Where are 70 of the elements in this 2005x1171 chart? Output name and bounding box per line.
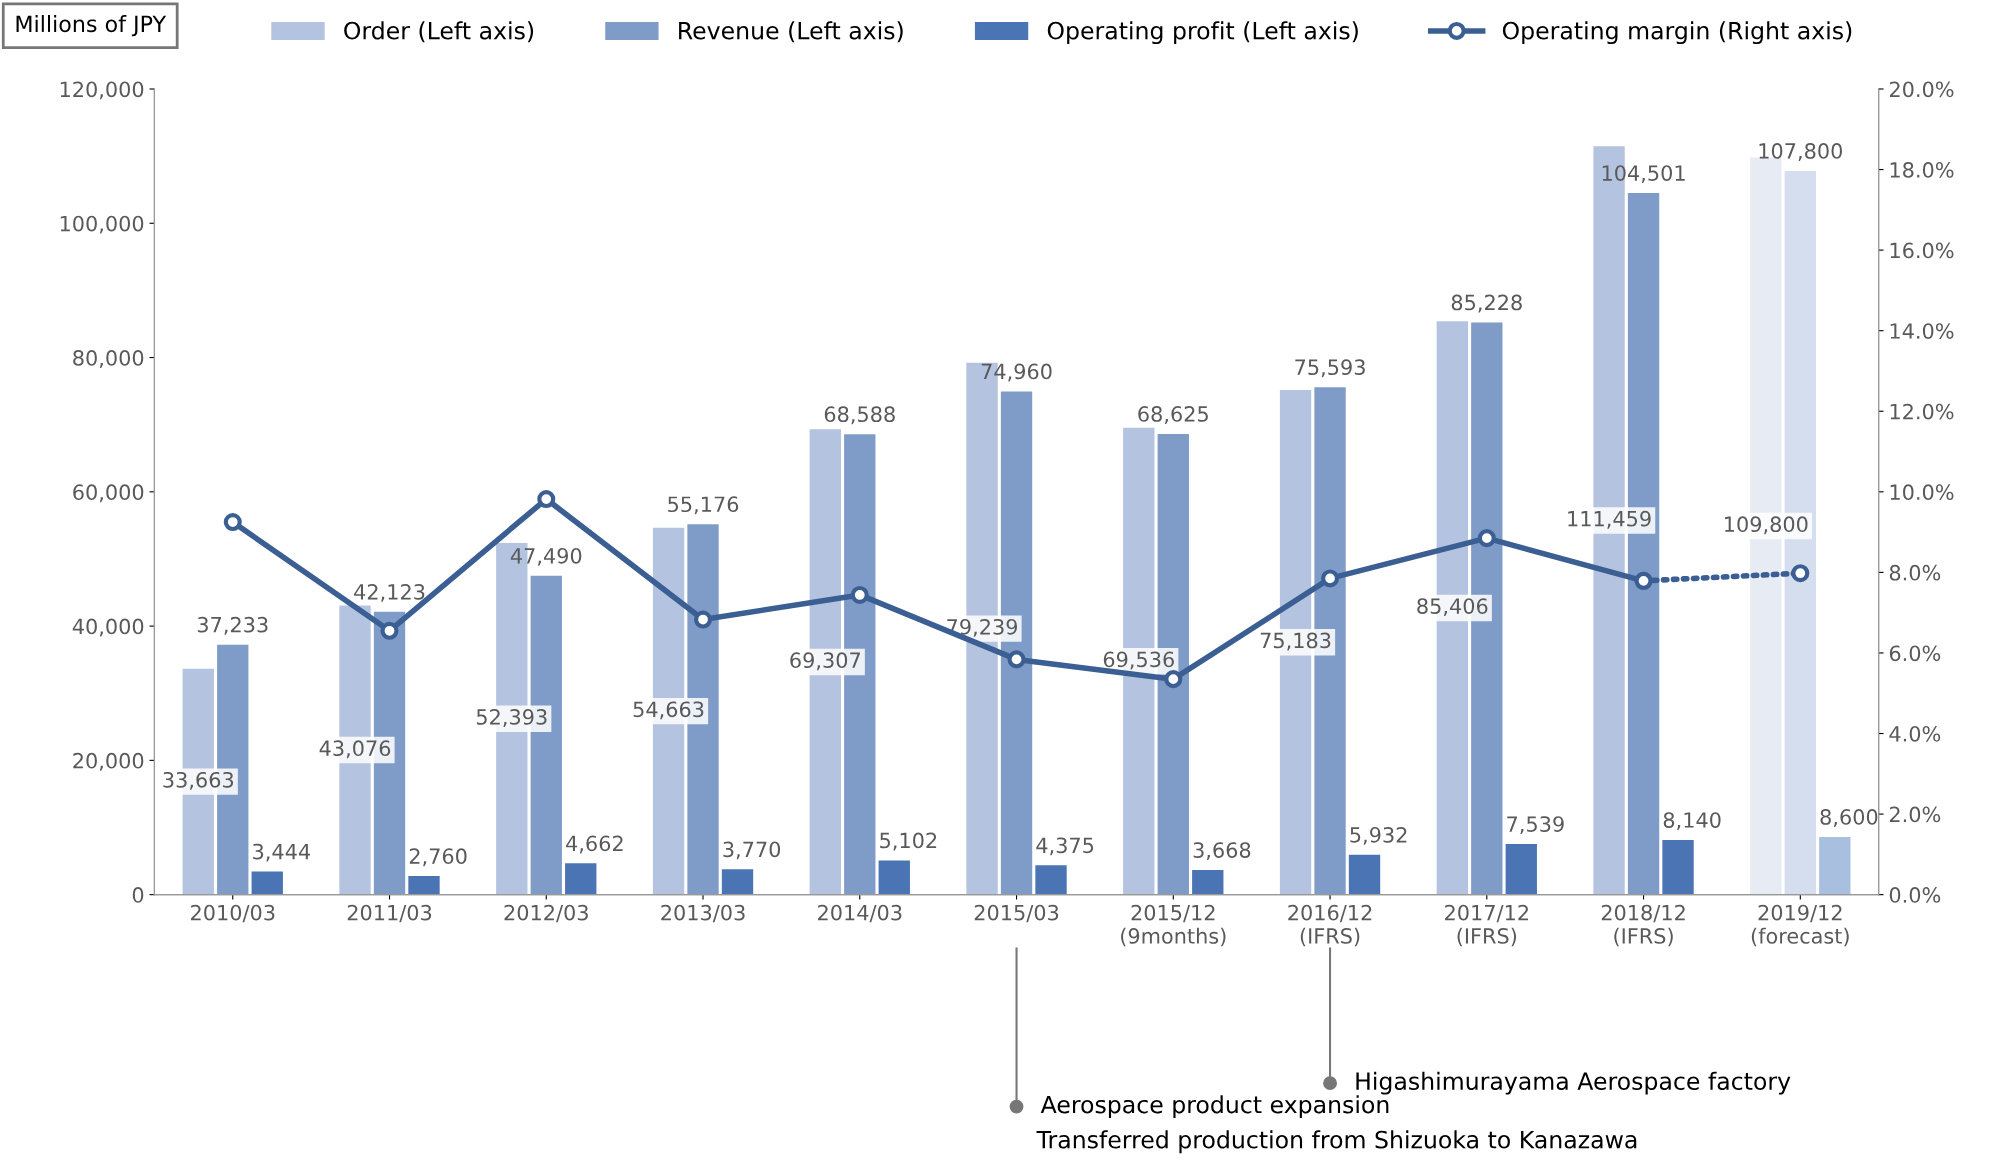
y-tick-label: 0: [132, 887, 144, 903]
y2-tick-label: 14.0%: [1890, 323, 1954, 339]
x-tick-label: 2010/03: [191, 904, 275, 923]
x-tick-label: 2019/12 (forecast): [1751, 904, 1849, 947]
data-label: 85,228: [1451, 294, 1522, 313]
y-tick-label: 40,000: [72, 618, 144, 637]
x-tick-label: 2015/12 (9months): [1121, 904, 1226, 947]
y2-tick-label: 8.0%: [1889, 564, 1941, 581]
x-tick-label: 2015/03: [974, 904, 1059, 923]
data-label: 2,760: [409, 848, 467, 867]
y2-tick-label: 0.0%: [1889, 887, 1941, 903]
data-label: 54,663: [633, 701, 704, 720]
legend-label: Operating margin (Right axis): [1502, 21, 1852, 45]
data-label: 43,076: [319, 740, 391, 759]
data-label: 42,123: [354, 583, 425, 602]
data-label: 68,625: [1138, 406, 1208, 424]
legend-label: Operating profit (Left axis): [1047, 21, 1358, 45]
y-tick-label: 80,000: [73, 350, 144, 368]
data-label: 52,393: [476, 709, 547, 727]
y2-tick-label: 18.0%: [1890, 162, 1954, 178]
data-label: 111,459: [1568, 510, 1651, 529]
data-label: 5,932: [1350, 826, 1407, 845]
y-tick-label: 20,000: [73, 752, 144, 771]
data-label: 74,960: [981, 363, 1052, 382]
data-label: 79,239: [947, 618, 1018, 637]
data-label: 3,444: [253, 843, 311, 862]
data-label: 7,539: [1507, 816, 1564, 835]
data-label: 107,800: [1759, 143, 1842, 161]
data-label: 8,600: [1820, 809, 1878, 827]
data-label: 37,233: [197, 616, 268, 635]
y2-tick-label: 10.0%: [1890, 484, 1954, 501]
legend-label: Order (Left axis): [344, 21, 534, 43]
data-label: 75,593: [1295, 359, 1365, 378]
x-tick-label: 2017/12 (IFRS): [1445, 904, 1528, 947]
data-label: 69,307: [790, 652, 860, 671]
y2-tick-label: 20.0%: [1889, 81, 1954, 98]
data-label: 8,140: [1663, 812, 1721, 831]
x-tick-label: 2018/12 (IFRS): [1601, 904, 1685, 947]
x-tick-label: 2013/03: [661, 904, 745, 923]
data-label: 109,800: [1725, 516, 1808, 535]
y2-tick-label: 12.0%: [1890, 403, 1954, 420]
y-tick-label: 120,000: [60, 81, 144, 100]
y2-tick-label: 16.0%: [1890, 242, 1954, 259]
data-label: 4,375: [1036, 837, 1094, 856]
x-tick-label: 2011/03: [347, 904, 432, 923]
data-label: 55,176: [668, 496, 739, 515]
y-tick-label: 60,000: [73, 484, 144, 503]
text: Higashimurayama Aerospace factory: [1356, 1071, 1791, 1095]
x-tick-label: 2016/12 (IFRS): [1288, 904, 1372, 947]
data-label: 33,663: [163, 771, 234, 790]
data-label: 5,102: [880, 832, 937, 851]
y2-tick-label: 4.0%: [1889, 725, 1941, 742]
legend-label: Revenue (Left axis): [679, 21, 903, 43]
y-axis-title: Millions of JPY: [16, 15, 167, 37]
data-label: 68,588: [824, 406, 895, 425]
y2-tick-label: 2.0%: [1889, 806, 1941, 823]
text: Aerospace product expansion: [1040, 1095, 1389, 1119]
x-tick-label: 2014/03: [818, 904, 902, 923]
data-label: 47,490: [510, 547, 582, 566]
text: Transferred production from Shizuoka to Kanazawa: [1036, 1130, 1637, 1154]
y2-tick-label: 6.0%: [1889, 645, 1941, 662]
data-label: 75,183: [1260, 632, 1331, 651]
data-label: 85,406: [1417, 598, 1488, 617]
data-label: 3,770: [723, 841, 781, 860]
x-tick-label: 2012/03: [504, 904, 588, 923]
data-label: 3,668: [1193, 842, 1251, 861]
y-tick-label: 100,000: [60, 215, 144, 234]
data-label: 104,501: [1602, 165, 1685, 184]
data-label: 69,536: [1103, 651, 1174, 670]
data-label: 4,662: [566, 835, 623, 854]
